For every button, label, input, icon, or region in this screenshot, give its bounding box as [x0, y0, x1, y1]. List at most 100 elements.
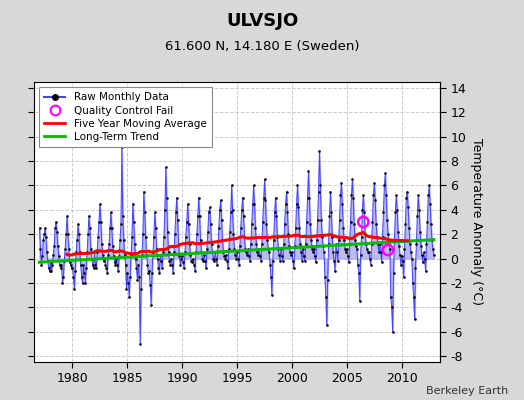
- Point: [118, 143, 126, 150]
- Point: [312, 237, 321, 244]
- Point: [373, 234, 381, 240]
- Point: [150, 209, 159, 216]
- Point: [92, 265, 101, 272]
- Point: [350, 221, 358, 228]
- Point: [88, 255, 96, 262]
- Point: [383, 216, 391, 223]
- Point: [420, 249, 428, 256]
- Text: ULVSJO: ULVSJO: [226, 12, 298, 30]
- Point: [380, 182, 389, 189]
- Point: [74, 221, 82, 228]
- Point: [111, 259, 119, 265]
- Point: [215, 225, 223, 231]
- Point: [189, 255, 198, 262]
- Point: [247, 241, 255, 247]
- Point: [64, 231, 72, 237]
- Point: [165, 258, 173, 264]
- Point: [323, 322, 331, 329]
- Point: [249, 182, 258, 189]
- Point: [43, 258, 52, 264]
- Point: [129, 219, 138, 225]
- Point: [126, 274, 134, 280]
- Point: [258, 219, 267, 225]
- Point: [252, 241, 260, 247]
- Point: [123, 270, 132, 276]
- Point: [176, 262, 184, 268]
- Point: [294, 204, 302, 210]
- Point: [202, 265, 210, 272]
- Point: [269, 237, 278, 244]
- Point: [85, 213, 93, 219]
- Point: [360, 209, 368, 216]
- Point: [284, 231, 292, 237]
- Point: [108, 243, 117, 250]
- Point: [332, 241, 340, 247]
- Point: [325, 213, 334, 219]
- Point: [124, 280, 133, 286]
- Point: [339, 225, 347, 231]
- Point: [100, 258, 108, 264]
- Point: [275, 252, 283, 258]
- Point: [61, 246, 69, 252]
- Point: [89, 265, 97, 272]
- Point: [424, 192, 432, 198]
- Point: [38, 253, 47, 259]
- Point: [103, 270, 112, 276]
- Point: [352, 243, 360, 250]
- Point: [320, 249, 328, 256]
- Point: [395, 243, 403, 250]
- Point: [259, 194, 268, 201]
- Point: [73, 237, 81, 244]
- Point: [408, 255, 416, 262]
- Point: [374, 241, 382, 247]
- Point: [155, 270, 163, 276]
- Point: [430, 252, 438, 258]
- Point: [331, 268, 339, 274]
- Point: [219, 249, 227, 256]
- Point: [182, 234, 190, 240]
- Point: [48, 262, 57, 268]
- Point: [66, 259, 74, 265]
- Point: [78, 274, 86, 280]
- Point: [390, 237, 399, 244]
- Point: [397, 262, 405, 268]
- Point: [387, 294, 395, 301]
- Point: [415, 207, 423, 213]
- Point: [80, 270, 89, 276]
- Point: [36, 246, 45, 252]
- Point: [183, 200, 192, 207]
- Point: [122, 262, 130, 268]
- Point: [315, 148, 324, 154]
- Point: [402, 194, 410, 201]
- Point: [288, 249, 296, 256]
- Point: [139, 188, 148, 195]
- Point: [143, 252, 151, 258]
- Point: [369, 192, 378, 198]
- Point: [129, 200, 137, 207]
- Point: [169, 270, 177, 276]
- Point: [149, 249, 157, 256]
- Point: [161, 207, 169, 213]
- Point: [262, 221, 270, 228]
- Point: [274, 246, 282, 252]
- Point: [150, 234, 158, 240]
- Point: [195, 213, 204, 219]
- Point: [368, 219, 377, 225]
- Point: [201, 258, 209, 264]
- Point: [52, 219, 60, 225]
- Point: [361, 231, 369, 237]
- Point: [344, 259, 353, 265]
- Point: [314, 188, 323, 195]
- Point: [105, 241, 113, 247]
- Point: [396, 252, 404, 258]
- Point: [133, 277, 141, 284]
- Point: [145, 268, 154, 274]
- Point: [226, 228, 234, 235]
- Point: [359, 192, 367, 198]
- Point: [240, 234, 248, 240]
- Point: [426, 200, 434, 207]
- Point: [116, 237, 124, 244]
- Point: [46, 268, 54, 274]
- Point: [104, 252, 112, 258]
- Point: [306, 221, 314, 228]
